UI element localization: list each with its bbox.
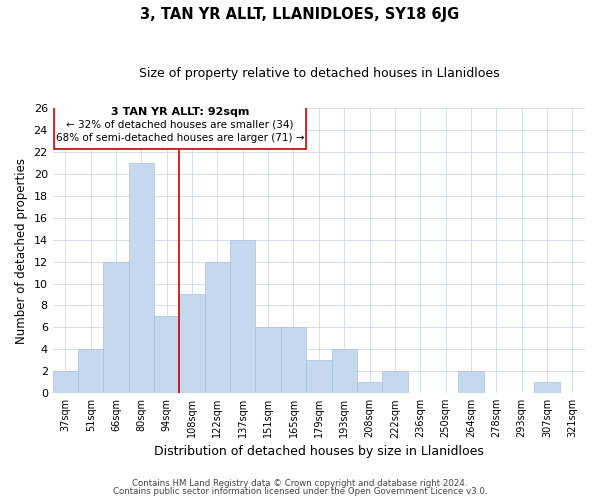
Bar (179, 294, 205, 393)
Bar (103, 262, 129, 393)
Bar (54, 106, 306, 148)
Bar (256, 328, 281, 393)
Bar (382, 372, 407, 393)
Bar (154, 316, 179, 393)
Text: 3 TAN YR ALLT: 92sqm: 3 TAN YR ALLT: 92sqm (111, 108, 249, 118)
Text: Contains public sector information licensed under the Open Government Licence v3: Contains public sector information licen… (113, 487, 487, 496)
Bar (535, 382, 560, 393)
Text: 68% of semi-detached houses are larger (71) →: 68% of semi-detached houses are larger (… (56, 132, 304, 142)
Text: 3, TAN YR ALLT, LLANIDLOES, SY18 6JG: 3, TAN YR ALLT, LLANIDLOES, SY18 6JG (140, 8, 460, 22)
Text: Contains HM Land Registry data © Crown copyright and database right 2024.: Contains HM Land Registry data © Crown c… (132, 478, 468, 488)
Title: Size of property relative to detached houses in Llanidloes: Size of property relative to detached ho… (139, 68, 499, 80)
Bar (129, 163, 154, 393)
X-axis label: Distribution of detached houses by size in Llanidloes: Distribution of detached houses by size … (154, 444, 484, 458)
Text: ← 32% of detached houses are smaller (34): ← 32% of detached houses are smaller (34… (66, 120, 294, 130)
Bar (357, 382, 382, 393)
Bar (458, 372, 484, 393)
Bar (306, 360, 332, 393)
Bar (53, 372, 78, 393)
Bar (281, 328, 306, 393)
Bar (205, 262, 230, 393)
Bar (332, 350, 357, 393)
Bar (78, 350, 103, 393)
Y-axis label: Number of detached properties: Number of detached properties (15, 158, 28, 344)
Bar (230, 240, 256, 393)
